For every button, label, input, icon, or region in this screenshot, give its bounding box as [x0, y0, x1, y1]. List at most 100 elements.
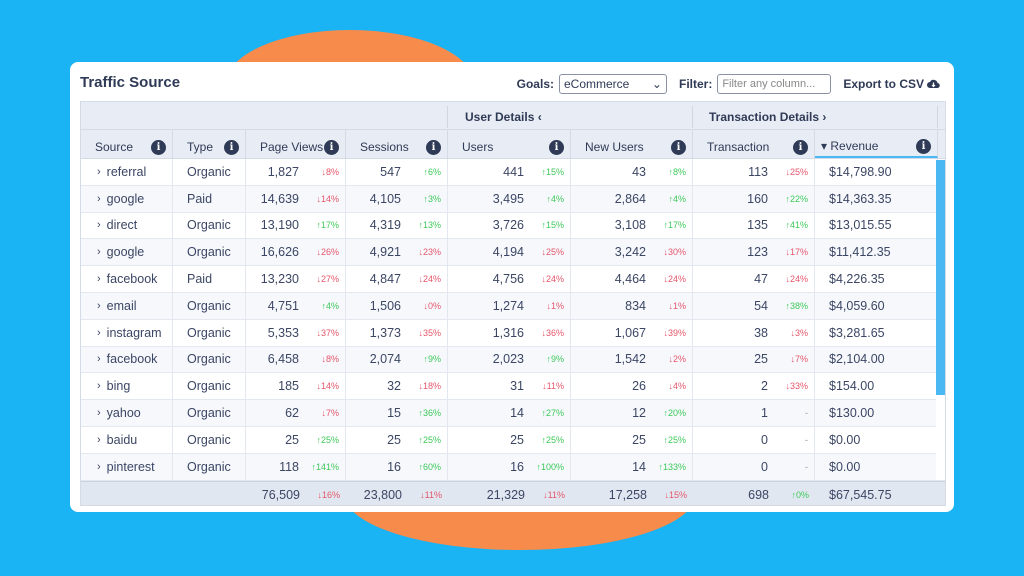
source-cell[interactable]: › facebook	[81, 266, 173, 292]
source-cell[interactable]: › facebook	[81, 346, 173, 373]
filter-label: Filter:	[678, 77, 713, 91]
table-row[interactable]: › referral Organic 1,827 ↓8% 547 ↑6% 441 ↑15% 43 ↑…	[81, 159, 945, 186]
value: 185	[278, 379, 299, 394]
table-row[interactable]: › yahoo Organic 62 ↓7% 15 ↑36% 14 ↑27% 12 ↑20% 1- $1…	[81, 400, 945, 427]
column-header-type[interactable]: Type i	[173, 130, 246, 158]
new-users-cell: 1,067 ↓39%	[571, 319, 693, 346]
filter-input[interactable]: Filter any column...	[717, 74, 832, 94]
source-cell[interactable]: › pinterest	[81, 453, 173, 480]
info-icon[interactable]: i	[916, 138, 931, 154]
chevron-right-icon[interactable]: ›	[97, 433, 101, 446]
chevron-right-icon[interactable]: ›	[97, 165, 101, 178]
change-indicator: ↑25%	[541, 434, 564, 445]
info-icon[interactable]: i	[426, 139, 441, 155]
source-name: pinterest	[106, 459, 155, 474]
transaction-details-group[interactable]: Transaction Details ›	[709, 110, 827, 124]
table-row[interactable]: › direct Organic 13,190 ↑17% 4,319 ↑13% 3,726 ↑1…	[81, 212, 945, 240]
table-row[interactable]: › google Organic 16,626 ↓26% 4,921 ↓23% 4,194 ↓2…	[81, 239, 945, 267]
chevron-right-icon[interactable]: ›	[97, 407, 101, 420]
user-details-group[interactable]: User Details ‹	[465, 110, 542, 124]
info-icon[interactable]: i	[224, 139, 239, 155]
source-name: referral	[106, 164, 147, 179]
chevron-right-icon[interactable]: ›	[97, 219, 101, 232]
change-indicator: ↑133%	[658, 461, 686, 472]
chevron-right-icon[interactable]: ›	[97, 460, 101, 473]
table-row[interactable]: › pinterest Organic 118 ↑141% 16 ↑60% 16 ↑100% 14…	[81, 453, 945, 481]
table-row[interactable]: › facebook Organic 6,458 ↓8% 2,074 ↑9% 2,023 ↑9%…	[81, 346, 945, 374]
chevron-right-icon[interactable]: ›	[97, 192, 101, 205]
table-row[interactable]: › baidu Organic 25 ↑25% 25 ↑25% 25 ↑25% 25 ↑25% 0- $…	[81, 426, 945, 454]
table-row[interactable]: › email Organic 4,751 ↑4% 1,506 ↓0% 1,274 ↓1% 834…	[81, 292, 945, 320]
change-indicator: ↑20%	[663, 408, 686, 419]
value: 0	[761, 432, 768, 447]
source-cell[interactable]: › google	[81, 185, 173, 212]
column-header-new-users[interactable]: New Users i	[571, 130, 693, 158]
scrollbar-thumb[interactable]	[936, 160, 945, 395]
source-cell[interactable]: › bing	[81, 373, 173, 400]
source-name: email	[106, 298, 137, 313]
users-cell: 14 ↑27%	[448, 400, 571, 426]
info-icon[interactable]: i	[793, 139, 808, 155]
cloud-download-icon	[927, 79, 940, 89]
change-indicator: ↓15%	[664, 489, 687, 500]
value: 4,756	[492, 272, 524, 287]
change-indicator: ↓24%	[418, 274, 441, 285]
source-cell[interactable]: › email	[81, 292, 173, 319]
goals-select[interactable]: eCommerce ⌄	[558, 74, 667, 94]
info-icon[interactable]: i	[324, 139, 339, 155]
transaction-cell: 38 ↓3%	[693, 319, 815, 346]
value: 113	[748, 164, 768, 179]
sessions-cell: 16 ↑60%	[346, 453, 448, 480]
source-cell[interactable]: › referral	[81, 159, 173, 185]
info-icon[interactable]: i	[549, 139, 564, 155]
source-cell[interactable]: › baidu	[81, 426, 173, 453]
column-header-transaction[interactable]: Transaction i	[693, 130, 815, 158]
value: 123	[747, 245, 768, 260]
table-row[interactable]: › google Paid 14,639 ↓14% 4,105 ↑3% 3,495 ↑4% 2,8…	[81, 185, 945, 213]
chevron-right-icon[interactable]: ›	[97, 299, 101, 312]
change-indicator: ↓14%	[316, 381, 339, 392]
chevron-right-icon[interactable]: ›	[97, 246, 101, 259]
users-cell: 1,274 ↓1%	[448, 292, 571, 319]
source-cell[interactable]: › yahoo	[81, 400, 173, 426]
table-row[interactable]: › bing Organic 185 ↓14% 32 ↓18% 31 ↓11% 26 ↓4% 2 ↓33…	[81, 373, 945, 401]
value: 5,353	[267, 325, 299, 340]
chevron-right-icon[interactable]: ›	[97, 326, 101, 339]
value: 16	[387, 459, 401, 474]
export-csv-button[interactable]: Export to CSV	[843, 77, 940, 91]
sessions-cell: 15 ↑36%	[346, 400, 448, 426]
table-body: › referral Organic 1,827 ↓8% 547 ↑6% 441 ↑15% 43 ↑…	[81, 159, 945, 481]
chevron-right-icon[interactable]: ›	[97, 380, 101, 393]
sessions-cell: 4,319 ↑13%	[346, 212, 448, 239]
column-header-page-views[interactable]: Page Views i	[246, 130, 346, 158]
source-cell[interactable]: › google	[81, 239, 173, 266]
info-icon[interactable]: i	[151, 139, 166, 155]
chevron-right-icon[interactable]: ›	[97, 273, 101, 286]
value: 1,067	[614, 325, 646, 340]
change-indicator: ↓39%	[663, 327, 686, 338]
change-indicator: ↑13%	[418, 220, 441, 231]
change-indicator: ↓27%	[316, 274, 339, 285]
goals-value: eCommerce	[563, 77, 630, 91]
column-header-sessions[interactable]: Sessions i	[346, 130, 448, 158]
chevron-right-icon[interactable]: ›	[97, 353, 101, 366]
value: 14	[510, 406, 524, 421]
new-users-cell: 17,258 ↓15%	[571, 482, 693, 505]
column-header-users[interactable]: Users i	[448, 130, 571, 158]
table-row[interactable]: › instagram Organic 5,353 ↓37% 1,373 ↓35% 1,316…	[81, 319, 945, 347]
value: 1,316	[492, 325, 524, 340]
change-indicator: ↑100%	[536, 461, 564, 472]
users-cell: 2,023 ↑9%	[448, 346, 571, 373]
column-header-revenue[interactable]: ▾ Revenue i	[815, 130, 938, 158]
value: 13,230	[260, 272, 299, 287]
change-indicator: ↑9%	[423, 354, 441, 365]
scrollbar[interactable]	[936, 160, 945, 480]
table-row[interactable]: › facebook Paid 13,230 ↓27% 4,847 ↓24% 4,756 ↓24…	[81, 266, 945, 293]
change-indicator: -	[805, 434, 808, 445]
source-cell[interactable]: › direct	[81, 212, 173, 239]
change-indicator: ↑4%	[546, 193, 564, 204]
info-icon[interactable]: i	[671, 139, 686, 155]
change-indicator: -	[805, 408, 808, 419]
column-header-source[interactable]: Source i	[81, 130, 173, 158]
source-cell[interactable]: › instagram	[81, 319, 173, 346]
